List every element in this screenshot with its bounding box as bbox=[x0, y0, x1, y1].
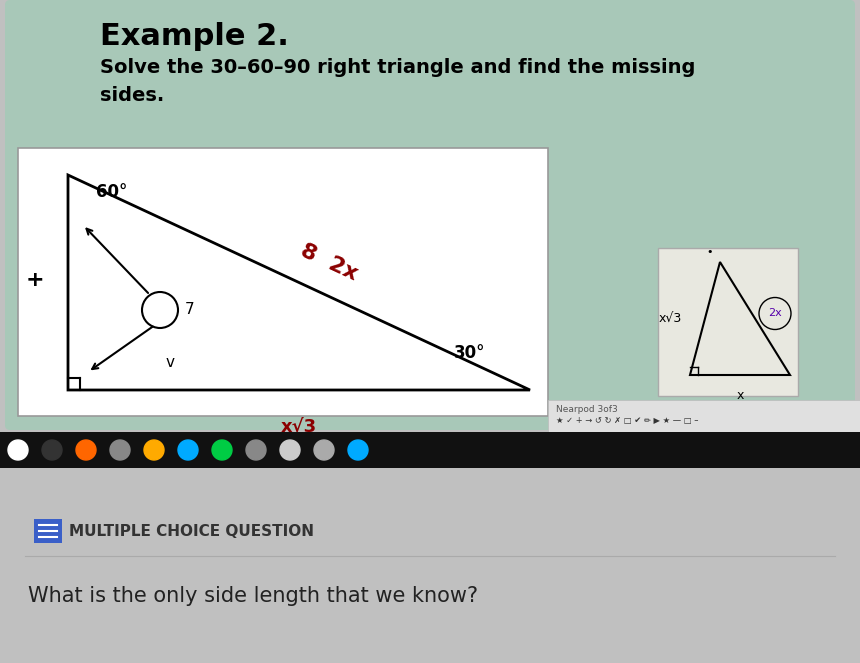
Text: Example 2.: Example 2. bbox=[100, 22, 289, 51]
Text: sides.: sides. bbox=[100, 86, 164, 105]
Text: 7: 7 bbox=[185, 302, 194, 318]
Text: The ratio is 1: √3: 2: The ratio is 1: √3: 2 bbox=[670, 410, 786, 423]
Circle shape bbox=[76, 440, 96, 460]
Text: v: v bbox=[165, 355, 175, 370]
Text: +: + bbox=[26, 270, 45, 290]
Circle shape bbox=[8, 440, 28, 460]
Text: x√3: x√3 bbox=[281, 418, 317, 436]
Text: x√3: x√3 bbox=[659, 312, 682, 325]
Circle shape bbox=[212, 440, 232, 460]
Circle shape bbox=[314, 440, 334, 460]
Text: What is the only side length that we know?: What is the only side length that we kno… bbox=[28, 586, 478, 606]
FancyBboxPatch shape bbox=[18, 148, 548, 416]
FancyBboxPatch shape bbox=[5, 0, 855, 430]
Circle shape bbox=[280, 440, 300, 460]
FancyBboxPatch shape bbox=[548, 400, 860, 432]
Circle shape bbox=[348, 440, 368, 460]
Text: •: • bbox=[707, 247, 713, 257]
Text: 30°: 30° bbox=[454, 344, 486, 362]
Circle shape bbox=[110, 440, 130, 460]
Text: 60°: 60° bbox=[96, 183, 127, 201]
Circle shape bbox=[246, 440, 266, 460]
Circle shape bbox=[42, 440, 62, 460]
Bar bbox=[0, 432, 860, 468]
Text: 8  2x: 8 2x bbox=[298, 241, 360, 284]
FancyBboxPatch shape bbox=[658, 248, 798, 396]
Text: Solve the 30–60–90 right triangle and find the missing: Solve the 30–60–90 right triangle and fi… bbox=[100, 58, 696, 77]
Text: Nearpod 3of3: Nearpod 3of3 bbox=[556, 405, 617, 414]
FancyBboxPatch shape bbox=[34, 519, 62, 543]
Bar bbox=[0, 468, 860, 663]
Text: 2x: 2x bbox=[768, 308, 782, 318]
Circle shape bbox=[144, 440, 164, 460]
Text: ★ ✓ + → ↺ ↻ ✗ □ ✔ ✏ ▶ ★ — □ –: ★ ✓ + → ↺ ↻ ✗ □ ✔ ✏ ▶ ★ — □ – bbox=[556, 416, 698, 425]
Circle shape bbox=[178, 440, 198, 460]
Text: MULTIPLE CHOICE QUESTION: MULTIPLE CHOICE QUESTION bbox=[69, 524, 314, 538]
Text: x: x bbox=[736, 389, 744, 402]
